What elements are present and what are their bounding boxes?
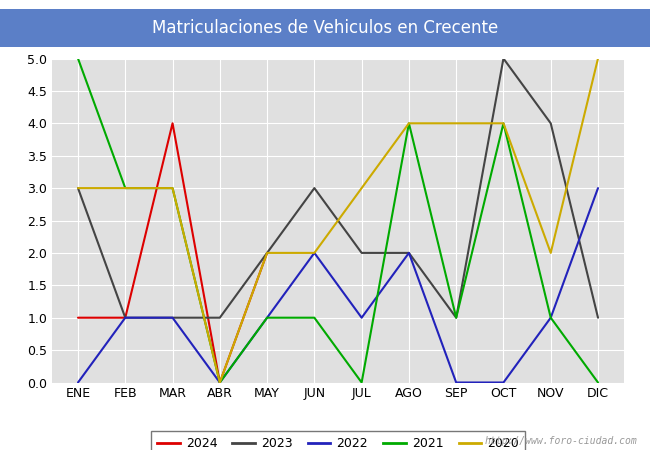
2023	[358, 250, 365, 256]
2024	[74, 315, 82, 320]
2022	[311, 250, 318, 256]
2020	[311, 250, 318, 256]
2021	[168, 185, 176, 191]
2021	[311, 315, 318, 320]
2021	[263, 315, 271, 320]
2022	[452, 380, 460, 385]
2023	[452, 315, 460, 320]
2021	[122, 185, 129, 191]
2020	[122, 185, 129, 191]
2022	[216, 380, 224, 385]
2022	[547, 315, 554, 320]
2022	[263, 315, 271, 320]
2023	[122, 315, 129, 320]
Line: 2020: 2020	[78, 58, 598, 382]
2020	[452, 121, 460, 126]
2022	[500, 380, 508, 385]
2020	[358, 185, 365, 191]
2022	[405, 250, 413, 256]
2021	[452, 315, 460, 320]
2022	[168, 315, 176, 320]
2020	[405, 121, 413, 126]
2021	[74, 56, 82, 61]
2023	[405, 250, 413, 256]
2021	[358, 380, 365, 385]
2023	[311, 185, 318, 191]
2023	[500, 56, 508, 61]
2022	[74, 380, 82, 385]
Line: 2023: 2023	[78, 58, 598, 318]
Legend: 2024, 2023, 2022, 2021, 2020: 2024, 2023, 2022, 2021, 2020	[151, 431, 525, 450]
2020	[74, 185, 82, 191]
2020	[500, 121, 508, 126]
2020	[547, 250, 554, 256]
2022	[358, 315, 365, 320]
2023	[74, 185, 82, 191]
2023	[547, 121, 554, 126]
Text: Matriculaciones de Vehiculos en Crecente: Matriculaciones de Vehiculos en Crecente	[152, 19, 498, 37]
2023	[216, 315, 224, 320]
2020	[594, 56, 602, 61]
2022	[594, 185, 602, 191]
2022	[122, 315, 129, 320]
2023	[168, 315, 176, 320]
2024	[122, 315, 129, 320]
2020	[216, 380, 224, 385]
2023	[594, 315, 602, 320]
2021	[216, 380, 224, 385]
2020	[168, 185, 176, 191]
Text: http://www.foro-ciudad.com: http://www.foro-ciudad.com	[484, 436, 637, 446]
2024	[263, 250, 271, 256]
2021	[405, 121, 413, 126]
Line: 2024: 2024	[78, 123, 267, 382]
2020	[263, 250, 271, 256]
Line: 2022: 2022	[78, 188, 598, 382]
Line: 2021: 2021	[78, 58, 598, 382]
2021	[594, 380, 602, 385]
2024	[168, 121, 176, 126]
2021	[547, 315, 554, 320]
2024	[216, 380, 224, 385]
2021	[500, 121, 508, 126]
2023	[263, 250, 271, 256]
